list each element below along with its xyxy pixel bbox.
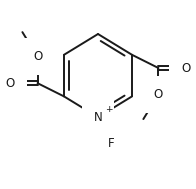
Text: O: O [5, 77, 15, 90]
Text: O: O [33, 50, 42, 63]
Text: O: O [181, 62, 191, 74]
Text: O: O [154, 88, 163, 101]
Text: +: + [105, 105, 112, 114]
Text: F: F [108, 137, 114, 150]
Text: N: N [94, 111, 102, 124]
